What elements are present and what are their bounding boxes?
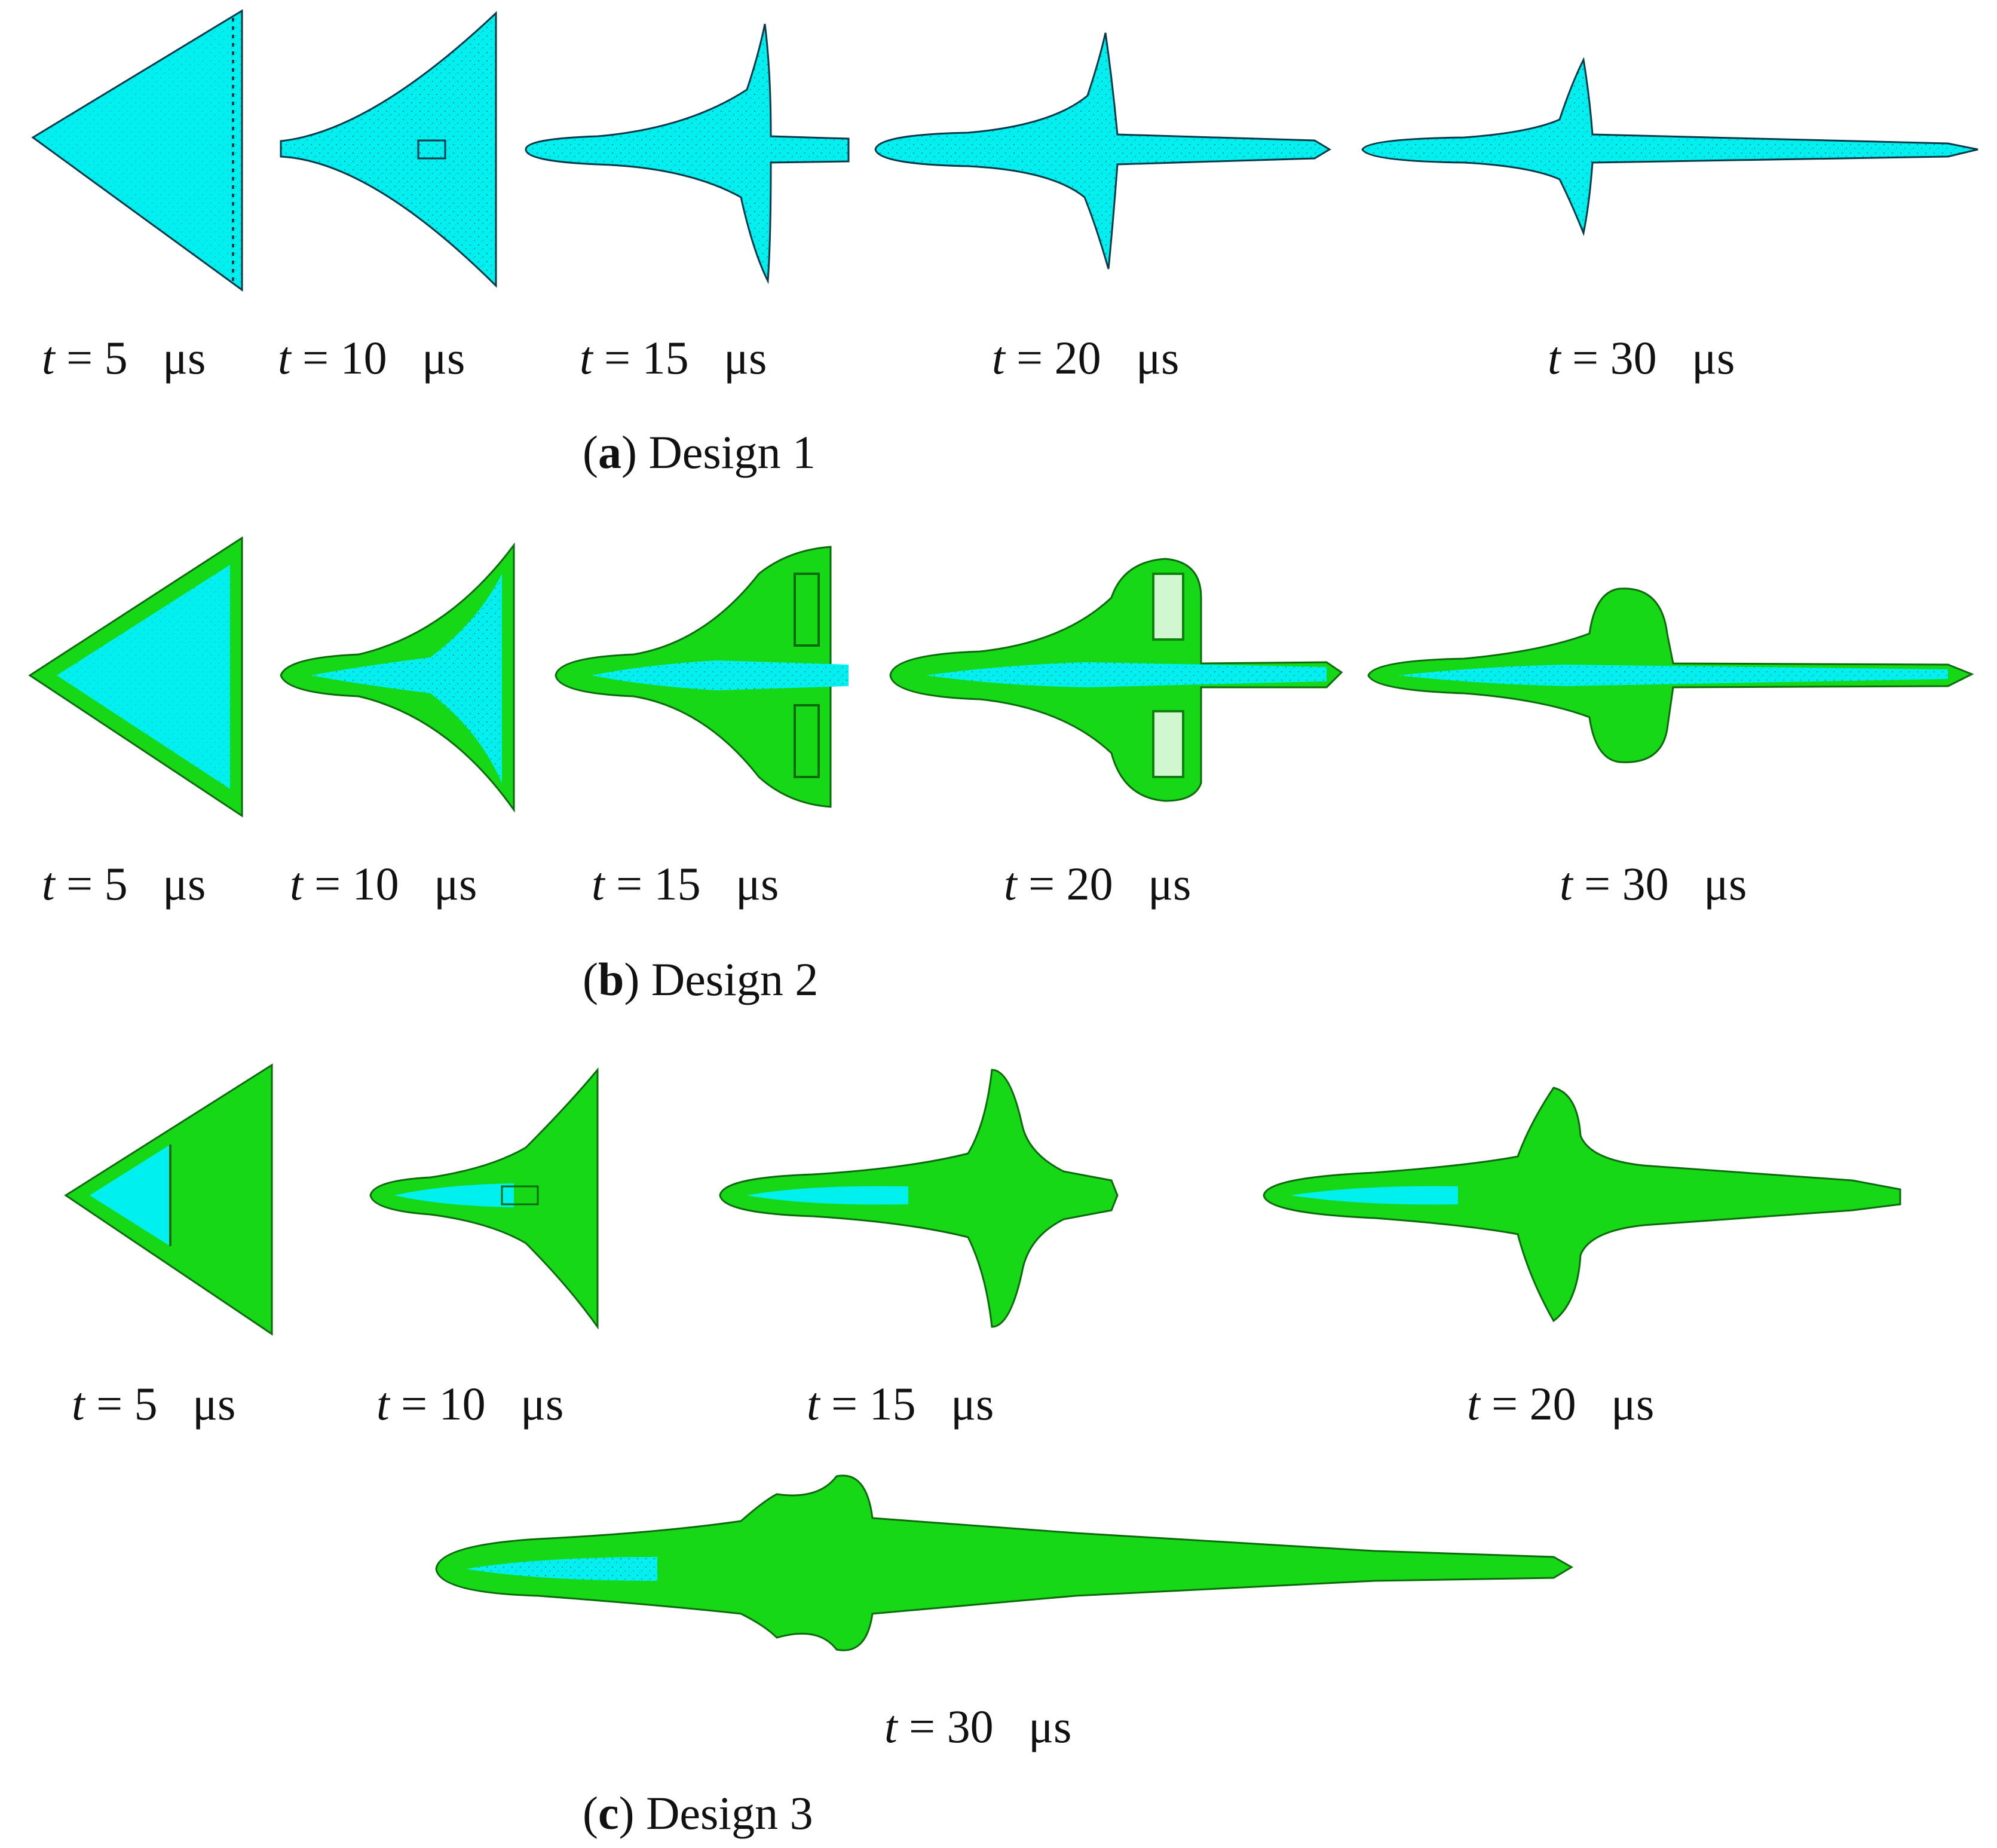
design-1-frame-t15 [525, 23, 850, 284]
caption-a: (a) Design 1 [583, 426, 816, 478]
design-2-frame-t5 [28, 536, 243, 818]
design-2-label-t10: t = 10 μs [290, 858, 477, 910]
design-3-label-t15: t = 15 μs [807, 1378, 994, 1430]
design-2-label-t15: t = 15 μs [592, 858, 779, 910]
caption-b: (b) Design 2 [583, 953, 819, 1005]
design-1-frame-t10 [280, 11, 497, 288]
design-1-label-t5: t = 5 μs [42, 332, 206, 384]
design-3-label-t10: t = 10 μs [376, 1378, 564, 1430]
design-3-label-t20: t = 20 μs [1467, 1378, 1655, 1430]
design-1-frame-t20 [874, 32, 1331, 270]
caption-c: (c) Design 3 [583, 1787, 813, 1839]
design-3-frame-t30 [435, 1474, 1573, 1651]
design-2-frames [28, 536, 1974, 818]
design-2-frame-t10 [280, 542, 515, 813]
design-3-frame-t20 [1263, 1087, 1901, 1323]
design-3-frame-t10 [369, 1067, 599, 1330]
design-1-label-t30: t = 30 μs [1548, 332, 1735, 384]
design-3-frames [64, 1063, 1901, 1651]
design-1-label-t10: t = 10 μs [278, 332, 465, 384]
design-2-label-t20: t = 20 μs [1004, 858, 1192, 910]
design-2-label-t5: t = 5 μs [42, 858, 206, 910]
design-2-frame-t30 [1367, 588, 1974, 763]
design-3-frame-t15 [719, 1069, 1119, 1328]
design-1-label-t15: t = 15 μs [580, 332, 767, 384]
design-3-label-t5: t = 5 μs [72, 1378, 236, 1430]
design-3-label-t30: t = 30 μs [884, 1700, 1072, 1752]
design-1-frame-t5 [31, 9, 243, 292]
design-1-label-t20: t = 20 μs [992, 332, 1180, 384]
design-3-frame-t5 [64, 1063, 273, 1336]
design-1-frames [31, 9, 1978, 292]
design-2-label-t30: t = 30 μs [1560, 858, 1747, 910]
design-2-frame-t15 [555, 546, 849, 808]
design-1-frame-t30 [1361, 57, 1978, 237]
design-2-frame-t20 [889, 558, 1343, 802]
